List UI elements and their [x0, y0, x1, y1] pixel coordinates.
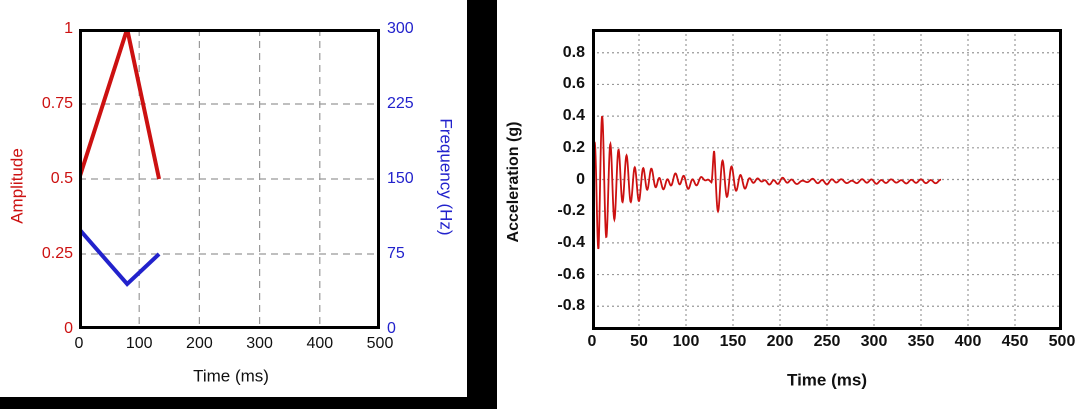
fig2-y-tick-label: -0.6	[557, 265, 585, 283]
fig2-svg	[592, 29, 1062, 330]
fig2-x-tick-label: 400	[954, 333, 982, 350]
fig2-x-tick-label: 250	[813, 333, 841, 350]
fig1-right-tick-label: 75	[387, 245, 405, 262]
fig1-x-tick-label: 500	[366, 335, 394, 352]
acceleration-line	[592, 115, 942, 250]
plot-frame	[592, 29, 1062, 330]
fig2-y-tick-label: 0.6	[562, 75, 585, 93]
fig2-y-axis-title: Acceleration (g)	[505, 121, 522, 243]
plot-frame	[79, 29, 380, 329]
fig2-x-tick-label: 150	[719, 333, 747, 350]
amplitude-line	[79, 29, 162, 180]
fig1-x-tick-label: 400	[306, 335, 334, 352]
fig2-x-tick-label: 100	[672, 333, 700, 350]
fig1-right-tick-label: 0	[387, 320, 396, 337]
fig1-left-tick-label: 0.25	[41, 245, 73, 262]
fig1-x-axis-title: Time (ms)	[193, 366, 269, 386]
fig2-x-tick-label: 0	[587, 333, 597, 350]
fig1-plot-area	[79, 29, 380, 329]
fig2-y-tick-label: -0.2	[557, 202, 585, 220]
fig1-left-tick-label: 0.75	[41, 95, 73, 112]
fig2-x-tick-label: 300	[860, 333, 888, 350]
fig1-right-tick-label: 300	[387, 20, 414, 37]
fig1-x-tick-label: 200	[186, 335, 213, 352]
black-divider-vertical	[467, 0, 497, 409]
fig1-left-tick-label: 0.5	[50, 170, 73, 187]
fig2-x-tick-label: 500	[1048, 333, 1076, 350]
fig1-x-tick-label: 100	[125, 335, 153, 352]
fig1-svg	[79, 29, 380, 329]
fig1-x-tick-label: 300	[246, 335, 273, 352]
fig2-y-tick-label: 0.2	[562, 138, 585, 156]
fig2-y-tick-label: 0.8	[562, 43, 585, 61]
fig2-x-tick-label: 50	[630, 333, 648, 350]
fig1-left-tick-label: 1	[64, 20, 73, 37]
fig2-y-tick-label: -0.8	[557, 297, 585, 315]
fig2-plot-area	[592, 29, 1062, 330]
fig2-x-axis-title: Time (ms)	[787, 370, 867, 390]
fig1-right-tick-label: 225	[387, 95, 414, 112]
fig2-x-tick-label: 450	[1001, 333, 1029, 350]
fig2-y-tick-label: 0.4	[562, 107, 585, 125]
fig1-left-tick-label: 0	[64, 320, 73, 337]
fig2-y-tick-label: 0	[576, 170, 585, 188]
fig1-right-tick-label: 150	[387, 170, 414, 187]
frequency-line	[79, 227, 161, 287]
fig2-x-tick-label: 200	[766, 333, 794, 350]
fig1-x-tick-label: 0	[74, 335, 84, 352]
black-divider-bottom	[0, 397, 497, 409]
fig2-y-tick-label: -0.4	[557, 233, 585, 251]
fig2-x-tick-label: 350	[907, 333, 935, 350]
